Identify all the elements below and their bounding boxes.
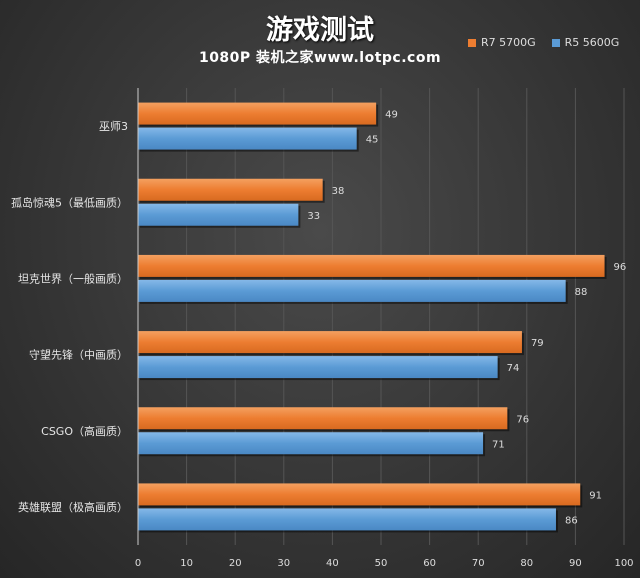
x-tick-label: 60: [423, 558, 436, 569]
bar-r7-5700g: [138, 178, 323, 201]
data-label: 91: [589, 490, 602, 501]
legend-swatch: [468, 38, 476, 47]
bar-r7-5700g: [138, 254, 605, 277]
bar-r7-5700g: [138, 407, 508, 430]
legend-swatch: [551, 38, 560, 47]
x-tick-label: 90: [569, 558, 582, 569]
x-tick-label: 0: [135, 558, 141, 569]
data-label: 45: [366, 135, 379, 146]
chart-subtitle: 1080P 装机之家www.lotpc.com: [198, 50, 442, 66]
bar-r5-5600g: [138, 279, 566, 302]
data-label: 88: [575, 287, 588, 298]
x-tick-label: 40: [326, 558, 339, 569]
data-label: 38: [332, 186, 345, 197]
data-label: 79: [531, 338, 544, 349]
legend-label: R5 5600G: [564, 36, 620, 49]
data-label: 33: [307, 211, 320, 222]
bar-r5-5600g: [138, 203, 299, 226]
bar-r5-5600g: [138, 432, 484, 455]
x-tick-label: 80: [520, 558, 533, 569]
x-tick-label: 10: [180, 558, 193, 569]
legend: R7 5700G R5 5600G: [468, 36, 619, 49]
x-tick-label: 20: [229, 558, 242, 569]
category-label: 坦克世界（一般画质）: [18, 271, 128, 285]
category-label: 守望先锋（中画质）: [29, 348, 128, 362]
x-tick-label: 50: [375, 558, 388, 569]
legend-item-r5: R5 5600G: [551, 36, 620, 49]
bar-r5-5600g: [138, 127, 357, 150]
x-tick-label: 100: [614, 558, 633, 569]
bar-r7-5700g: [138, 331, 522, 354]
legend-item-r7: R7 5700G: [468, 36, 536, 49]
x-tick-label: 30: [277, 558, 290, 569]
data-label: 74: [507, 363, 520, 374]
data-label: 49: [385, 110, 398, 121]
data-label: 96: [614, 262, 627, 273]
category-label: CSGO（高画质）: [41, 424, 128, 438]
bar-r5-5600g: [138, 356, 498, 379]
chart-title: 游戏测试: [266, 15, 374, 46]
data-label: 86: [565, 515, 578, 526]
bar-r5-5600g: [138, 508, 556, 531]
category-label: 英雄联盟（极高画质）: [18, 500, 128, 514]
data-label: 71: [492, 439, 505, 450]
data-label: 76: [516, 414, 529, 425]
x-tick-label: 70: [472, 558, 485, 569]
bar-r7-5700g: [138, 102, 377, 125]
category-label: 孤岛惊魂5（最低画质）: [11, 195, 128, 209]
legend-label: R7 5700G: [481, 36, 536, 49]
category-label: 巫师3: [99, 120, 128, 133]
bar-r7-5700g: [138, 483, 581, 506]
